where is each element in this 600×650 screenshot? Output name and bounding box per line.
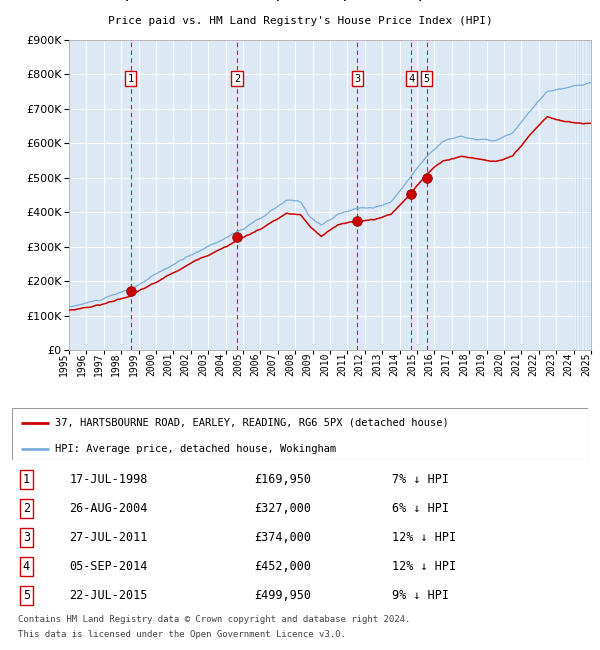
Text: 2017: 2017: [442, 353, 452, 376]
Text: 3: 3: [23, 531, 30, 544]
Text: 17-JUL-1998: 17-JUL-1998: [70, 473, 148, 486]
Text: Price paid vs. HM Land Registry's House Price Index (HPI): Price paid vs. HM Land Registry's House …: [107, 16, 493, 26]
Text: 2009: 2009: [302, 353, 313, 376]
Text: 2014: 2014: [389, 353, 400, 376]
Text: 2024: 2024: [563, 353, 574, 376]
Text: 05-SEP-2014: 05-SEP-2014: [70, 560, 148, 573]
Text: Contains HM Land Registry data © Crown copyright and database right 2024.: Contains HM Land Registry data © Crown c…: [18, 615, 410, 624]
Text: 2022: 2022: [529, 353, 539, 376]
Text: £374,000: £374,000: [254, 531, 311, 544]
Text: 2019: 2019: [476, 353, 487, 376]
Text: 2015: 2015: [407, 353, 417, 376]
Text: £452,000: £452,000: [254, 560, 311, 573]
Text: 2016: 2016: [424, 353, 434, 376]
Text: 5: 5: [23, 589, 30, 602]
Text: 2010: 2010: [320, 353, 330, 376]
Text: 2: 2: [234, 73, 240, 84]
Text: 4: 4: [23, 560, 30, 573]
Text: 2020: 2020: [494, 353, 504, 376]
Text: 4: 4: [409, 73, 415, 84]
Text: 2013: 2013: [372, 353, 382, 376]
Text: 2023: 2023: [546, 353, 556, 376]
Text: 2003: 2003: [198, 353, 208, 376]
Text: 1997: 1997: [94, 353, 104, 376]
Text: £169,950: £169,950: [254, 473, 311, 486]
Text: 22-JUL-2015: 22-JUL-2015: [70, 589, 148, 602]
Text: £327,000: £327,000: [254, 502, 311, 515]
Text: This data is licensed under the Open Government Licence v3.0.: This data is licensed under the Open Gov…: [18, 630, 346, 639]
Text: 2012: 2012: [355, 353, 365, 376]
Text: 12% ↓ HPI: 12% ↓ HPI: [392, 531, 456, 544]
Text: HPI: Average price, detached house, Wokingham: HPI: Average price, detached house, Woki…: [55, 443, 337, 454]
Text: 37, HARTSBOURNE ROAD, EARLEY, READING, RG6 5PX: 37, HARTSBOURNE ROAD, EARLEY, READING, R…: [107, 0, 493, 2]
Text: 6% ↓ HPI: 6% ↓ HPI: [392, 502, 449, 515]
Text: 2011: 2011: [337, 353, 347, 376]
Text: 2018: 2018: [459, 353, 469, 376]
Text: 2021: 2021: [511, 353, 521, 376]
Text: 5: 5: [424, 73, 430, 84]
Text: 12% ↓ HPI: 12% ↓ HPI: [392, 560, 456, 573]
Text: 1: 1: [23, 473, 30, 486]
Text: 2006: 2006: [250, 353, 260, 376]
Text: 2001: 2001: [163, 353, 173, 376]
Text: 2000: 2000: [146, 353, 156, 376]
Text: 1996: 1996: [76, 353, 86, 376]
Text: 3: 3: [354, 73, 361, 84]
Text: 2: 2: [23, 502, 30, 515]
Text: 9% ↓ HPI: 9% ↓ HPI: [392, 589, 449, 602]
Text: 1995: 1995: [59, 353, 69, 376]
Text: 2008: 2008: [285, 353, 295, 376]
Text: 2005: 2005: [233, 353, 243, 376]
Text: 2004: 2004: [215, 353, 226, 376]
Text: 26-AUG-2004: 26-AUG-2004: [70, 502, 148, 515]
Text: 2007: 2007: [268, 353, 278, 376]
Text: 37, HARTSBOURNE ROAD, EARLEY, READING, RG6 5PX (detached house): 37, HARTSBOURNE ROAD, EARLEY, READING, R…: [55, 417, 449, 428]
Text: 1999: 1999: [128, 353, 139, 376]
Text: 2025: 2025: [581, 353, 591, 376]
Text: 2002: 2002: [181, 353, 191, 376]
Text: 27-JUL-2011: 27-JUL-2011: [70, 531, 148, 544]
Text: 1998: 1998: [111, 353, 121, 376]
Bar: [574, 40, 591, 350]
Text: £499,950: £499,950: [254, 589, 311, 602]
Text: 1: 1: [127, 73, 134, 84]
Text: 7% ↓ HPI: 7% ↓ HPI: [392, 473, 449, 486]
